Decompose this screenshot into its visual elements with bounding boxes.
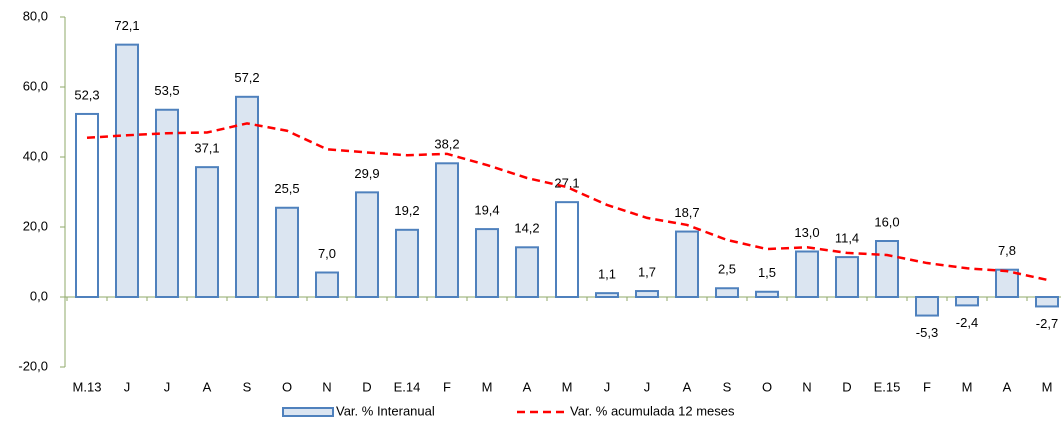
value-label: 25,5 (274, 181, 299, 196)
value-label: 2,5 (718, 262, 736, 277)
x-tick-label: S (723, 379, 732, 394)
value-label: 52,3 (74, 87, 99, 102)
bar (395, 228, 419, 298)
x-tick-label: M (1042, 379, 1053, 394)
y-tick-label: 60,0 (23, 78, 48, 93)
x-tick-label: J (604, 379, 611, 394)
y-tick-label: 0,0 (30, 288, 48, 303)
legend-swatch (282, 407, 334, 417)
value-label: 27,1 (554, 176, 579, 191)
x-tick-label: A (683, 379, 692, 394)
bar (555, 201, 579, 298)
value-label: 16,0 (874, 214, 899, 229)
value-label: 13,0 (794, 225, 819, 240)
value-label: 11,4 (835, 231, 859, 246)
value-label: 53,5 (154, 83, 179, 98)
bar (675, 230, 699, 298)
bar (835, 256, 859, 299)
value-label: 18,7 (674, 205, 699, 220)
x-tick-label: D (362, 379, 371, 394)
bar (875, 240, 899, 298)
bar (595, 292, 619, 298)
bar (115, 43, 139, 299)
x-tick-label: E.15 (874, 379, 901, 394)
bar (435, 162, 459, 298)
bar (155, 108, 179, 298)
x-tick-label: J (124, 379, 131, 394)
x-tick-label: A (203, 379, 212, 394)
value-label: 72,1 (114, 18, 139, 33)
x-tick-label: S (243, 379, 252, 394)
bar (355, 191, 379, 299)
x-tick-label: M.13 (73, 379, 102, 394)
value-label: 1,7 (638, 264, 656, 279)
x-tick-label: J (164, 379, 171, 394)
bar (75, 112, 99, 298)
bar (195, 166, 219, 298)
x-tick-label: O (282, 379, 292, 394)
value-label: 29,9 (354, 166, 379, 181)
value-label: 7,0 (318, 246, 336, 261)
y-tick-label: 20,0 (23, 218, 48, 233)
y-tick-label: 40,0 (23, 148, 48, 163)
x-tick-label: D (842, 379, 851, 394)
x-tick-label: A (1003, 379, 1012, 394)
value-label: 57,2 (234, 70, 259, 85)
x-tick-label: M (562, 379, 573, 394)
bar (755, 290, 779, 298)
legend-label: Var. % acumulada 12 meses (570, 403, 735, 418)
x-tick-label: A (523, 379, 532, 394)
legend-label: Var. % Interanual (336, 403, 435, 418)
x-tick-label: F (923, 379, 931, 394)
value-label: -5,3 (916, 325, 938, 340)
y-tick-label: 80,0 (23, 8, 48, 23)
x-tick-label: M (482, 379, 493, 394)
bar (1035, 296, 1059, 308)
bar (995, 268, 1019, 299)
bar (515, 246, 539, 299)
x-tick-label: E.14 (394, 379, 421, 394)
x-tick-label: O (762, 379, 772, 394)
bar (955, 296, 979, 307)
bar (915, 296, 939, 317)
value-label: 38,2 (434, 137, 459, 152)
x-tick-label: M (962, 379, 973, 394)
y-tick-label: -20,0 (18, 358, 48, 373)
value-label: 19,2 (394, 203, 419, 218)
value-label: 14,2 (514, 221, 539, 236)
bar (235, 95, 259, 298)
bar (475, 228, 499, 299)
value-label: -2,7 (1036, 316, 1058, 331)
x-tick-label: N (802, 379, 811, 394)
value-label: -2,4 (956, 315, 978, 330)
bar (275, 206, 299, 298)
bar (635, 290, 659, 298)
value-label: 37,1 (194, 141, 219, 156)
bar (315, 271, 339, 298)
value-label: 7,8 (998, 243, 1016, 258)
value-label: 1,5 (758, 265, 776, 280)
x-tick-label: N (322, 379, 331, 394)
bar (795, 250, 819, 298)
line (86, 122, 1048, 282)
x-tick-label: J (644, 379, 651, 394)
value-label: 19,4 (474, 203, 499, 218)
bar (715, 287, 739, 298)
x-tick-label: F (443, 379, 451, 394)
value-label: 1,1 (598, 267, 616, 282)
